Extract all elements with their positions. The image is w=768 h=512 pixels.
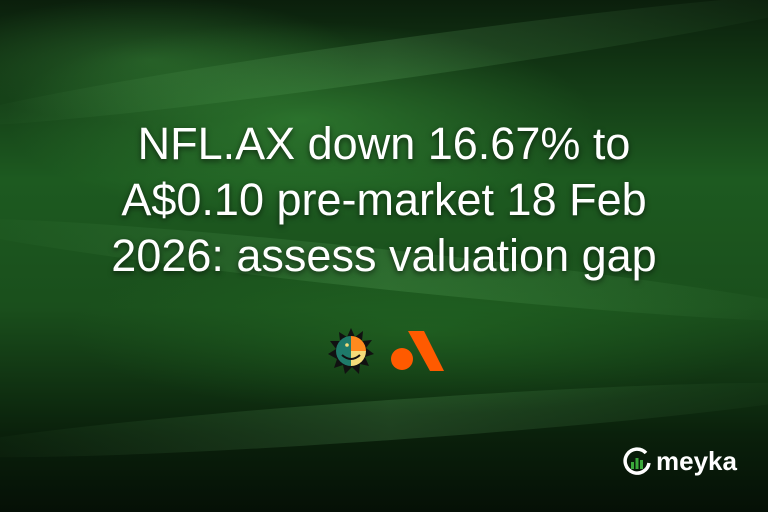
logo-row [326, 326, 444, 376]
meyka-logo: meyka [622, 446, 737, 477]
headline-line: 2026: assess valuation gap [111, 230, 657, 281]
headline-line: NFL.AX down 16.67% to [137, 118, 631, 169]
sun-face-logo-icon [328, 328, 374, 374]
headline-line: A$0.10 pre-market 18 Feb [121, 174, 647, 225]
headline: NFL.AX down 16.67% to A$0.10 pre-market … [0, 116, 768, 284]
meyka-wordmark: meyka [656, 446, 737, 476]
meyka-chart-icon [623, 446, 651, 475]
orange-a-logo-icon [391, 331, 444, 371]
